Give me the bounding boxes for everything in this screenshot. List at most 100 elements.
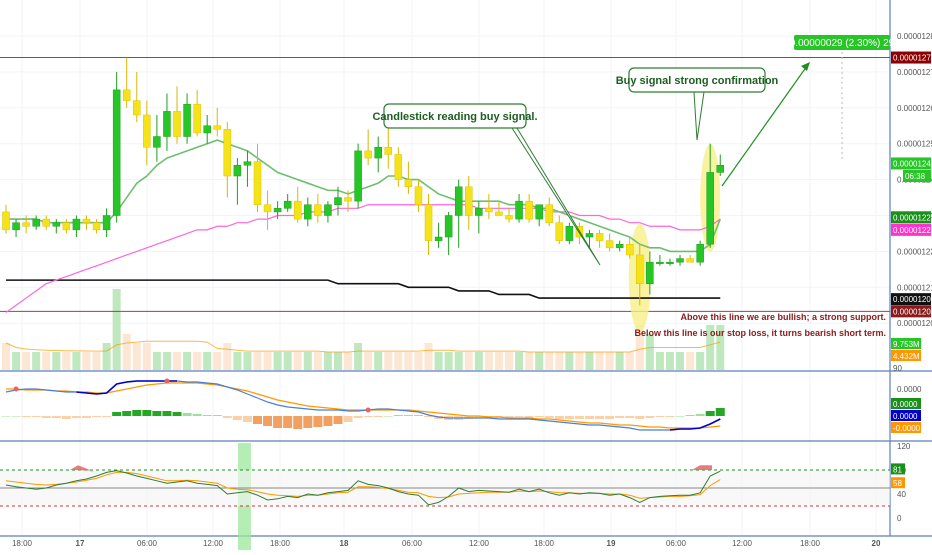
volume-bar xyxy=(333,352,342,370)
candle-body xyxy=(72,218,81,231)
candle xyxy=(646,251,654,295)
candle xyxy=(263,190,272,230)
macd-bar xyxy=(293,416,303,429)
macd-line-strong xyxy=(76,380,178,395)
candle-body xyxy=(434,236,443,241)
candle-body xyxy=(133,100,141,116)
volume-bar xyxy=(173,352,182,370)
volume-bar xyxy=(474,352,483,370)
volume-bar xyxy=(404,352,413,370)
change-badge xyxy=(794,35,890,50)
macd-bar xyxy=(142,410,152,416)
candle-body xyxy=(565,226,574,241)
candle-body xyxy=(344,197,352,202)
macd-bar xyxy=(333,416,343,424)
candle xyxy=(193,89,201,137)
volume-bar xyxy=(253,352,262,370)
candle xyxy=(22,215,30,234)
candle xyxy=(112,71,121,223)
macd-bar xyxy=(71,416,81,418)
volume-bar xyxy=(595,352,604,370)
candle-body xyxy=(666,261,674,264)
volume-bar xyxy=(283,352,292,370)
macd-bar xyxy=(564,416,574,419)
macd-bar xyxy=(353,416,363,418)
callout-candlestick-reading-box xyxy=(383,103,527,129)
time-tick-label: 18:00 xyxy=(534,539,555,548)
price-tick-label: 0.00001280 xyxy=(897,32,932,41)
price-label: 0.00001207 xyxy=(893,295,932,304)
price-label-bg xyxy=(903,170,931,183)
volume-label-bg xyxy=(891,350,921,361)
candle-body xyxy=(414,186,423,205)
volume-bar xyxy=(454,352,463,370)
macd-label-bg xyxy=(891,422,921,433)
macd-bar xyxy=(524,416,534,418)
candle xyxy=(515,193,523,223)
price-label: 06:38 xyxy=(905,172,926,181)
macd-bar xyxy=(363,416,373,417)
candle-body xyxy=(515,200,523,220)
candle xyxy=(414,179,423,212)
macd-label: 0.0000 xyxy=(893,412,918,421)
macd-bar xyxy=(242,416,252,422)
volume-bar xyxy=(525,352,534,370)
candle xyxy=(213,107,222,137)
candle-body xyxy=(283,200,292,209)
candle-body xyxy=(2,211,10,231)
macd-bar xyxy=(31,416,41,417)
candle-body xyxy=(82,218,91,223)
candle xyxy=(535,204,543,227)
macd-bar xyxy=(81,416,91,418)
candle-body xyxy=(656,261,664,264)
volume-bar xyxy=(535,352,544,370)
macd-bar xyxy=(51,416,61,418)
candle-body xyxy=(364,150,372,159)
volume-bar xyxy=(696,352,705,370)
rsi-label: 58 xyxy=(893,479,902,488)
candle xyxy=(495,201,503,216)
volume-bar xyxy=(112,289,121,370)
candle xyxy=(324,201,332,223)
candle xyxy=(314,193,322,223)
macd-bar xyxy=(645,416,655,418)
candle-body xyxy=(52,222,61,227)
callout-buy-confirmation-box xyxy=(628,67,766,93)
macd-bar xyxy=(192,414,202,416)
candle xyxy=(233,158,242,205)
price-label-bg xyxy=(891,157,931,170)
candle-body xyxy=(625,243,634,256)
price-label: 0.00001274 xyxy=(893,54,932,63)
volume-label-bg xyxy=(891,338,921,349)
price-label-bg xyxy=(891,211,931,224)
macd-bar xyxy=(655,416,665,417)
macd-bar xyxy=(665,416,675,417)
macd-bar xyxy=(705,411,715,416)
candle-body xyxy=(525,200,533,220)
price-tick-label: 0.00001210 xyxy=(897,283,932,292)
macd-bar xyxy=(1,416,11,417)
volume-bar xyxy=(494,352,503,370)
macd-label: -0.0000 xyxy=(893,424,921,433)
rsi-tick-label: 0 xyxy=(897,514,902,523)
candle xyxy=(223,122,232,198)
rsi-label-bg xyxy=(891,477,905,489)
volume-label: 4.432M xyxy=(893,352,920,361)
candle-body xyxy=(696,243,704,263)
candle xyxy=(696,240,704,266)
volume-bar xyxy=(635,325,644,370)
macd-cross-dot xyxy=(365,407,371,413)
rsi-overbought-peak xyxy=(70,465,90,470)
candle-body xyxy=(32,218,40,227)
candle-body xyxy=(22,222,30,227)
macd-cross-dot xyxy=(164,378,170,384)
macd-bar xyxy=(343,416,353,422)
macd-bar xyxy=(21,416,31,417)
candle-body xyxy=(324,204,332,216)
candle xyxy=(565,222,574,245)
candle xyxy=(293,186,302,223)
volume-bar xyxy=(293,352,302,370)
